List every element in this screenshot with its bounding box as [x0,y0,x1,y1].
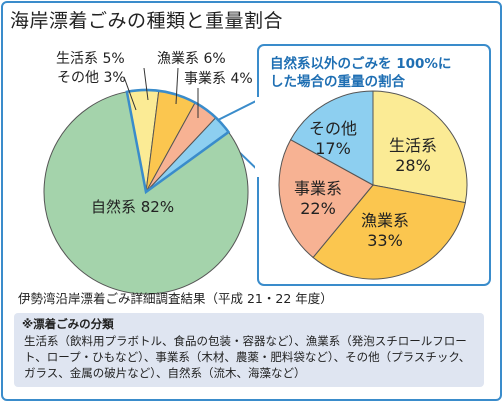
sub-pie [278,90,468,280]
main-pie [43,88,249,295]
sub-pie-slice-3 [289,90,374,186]
sub-name-jigyo: 事業系 [294,179,342,198]
callout-title-line2: した場合の重量の割合 [270,73,405,90]
sub-value-sonota: 17% [315,139,351,158]
leader-gyogyo [175,67,179,105]
sub-value-seikatsu: 28% [395,156,431,175]
sub-value-gyogyo: 33% [367,231,403,250]
main-pie-highlight [125,88,231,195]
notes-title: ※漂着ごみの分類 [22,317,114,331]
sub-name-sonota: その他 [309,119,357,138]
notes-body: 生活系（飲料用プラボトル、食品の包装・容器など）、漁業系（発泡スチロールフロート… [24,334,471,380]
sub-value-jigyo: 22% [300,199,336,218]
leader-seikatsu [143,67,149,101]
sub-pie-slice-2 [278,139,374,259]
page-title: 海岸漂着ごみの種類と重量割合 [10,10,284,32]
main-label-sonota: その他 3% [57,70,126,86]
callout-title-line1: 自然系以外のごみを 100%に [270,55,451,72]
sub-pie-slice-0 [372,90,468,204]
sub-name-seikatsu: 生活系 [389,136,437,155]
main-label-jigyo: 事業系 4% [184,71,253,87]
sub-name-gyogyo: 漁業系 [361,211,409,230]
main-label-gyogyo: 漁業系 6% [157,51,226,67]
source-note: 伊勢湾沿岸漂着ごみ詳細調査結果（平成 21・22 年度） [18,291,333,306]
leader-sonota [123,76,137,111]
sub-pie-slice-1 [312,184,466,280]
main-label-seikatsu: 生活系 5% [56,51,125,67]
classification-notes: ※漂着ごみの分類 生活系（飲料用プラボトル、食品の包装・容器など）、漁業系（発泡… [14,313,484,387]
callout-mask [255,97,261,177]
main-label-shizen: 自然系 82% [91,198,174,216]
